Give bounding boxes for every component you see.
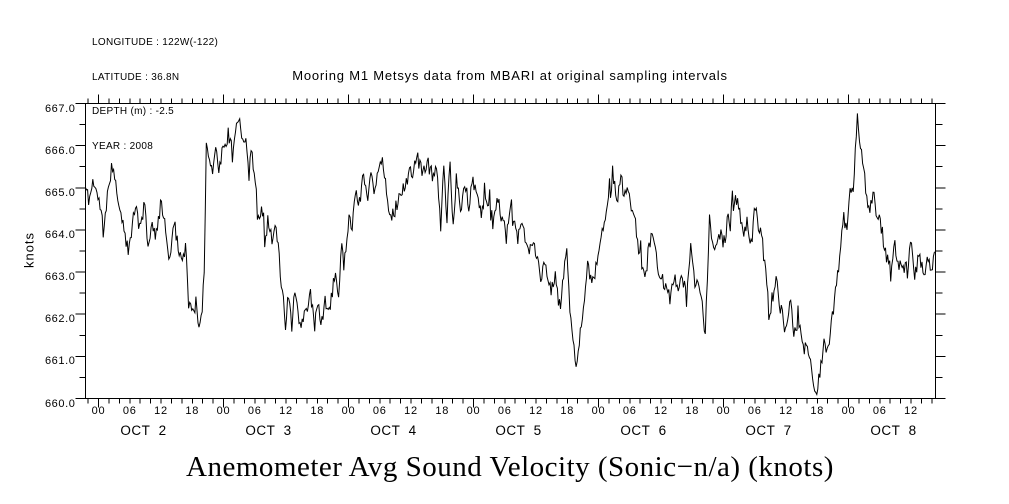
x-hour-label: 00 <box>91 405 106 417</box>
x-hour-label: 00 <box>341 405 356 417</box>
x-hour-label: 06 <box>872 405 887 417</box>
x-day-label: OCT 8 <box>870 423 917 438</box>
metadata-year: YEAR : 2008 <box>92 140 154 152</box>
x-hour-label: 06 <box>497 405 512 417</box>
y-tick-label: 665.0 <box>44 186 76 199</box>
data-line <box>85 113 935 397</box>
metadata-latitude: LATITUDE : 36.8N <box>92 71 180 83</box>
x-hour-label: 06 <box>747 405 762 417</box>
y-tick-label: 660.0 <box>44 397 76 410</box>
metadata-depth: DEPTH (m) : -2.5 <box>92 106 175 117</box>
chart-title: Mooring M1 Metsys data from MBARI at ori… <box>292 68 728 83</box>
x-hour-label: 00 <box>216 405 231 417</box>
x-hour-label: 12 <box>529 405 543 417</box>
axis-ticks <box>75 94 946 408</box>
x-day-label: OCT 2 <box>120 423 167 438</box>
y-tick-label: 661.0 <box>44 355 76 368</box>
x-hour-label: 06 <box>622 405 637 417</box>
x-day-label: OCT 7 <box>745 423 792 438</box>
x-hour-label: 18 <box>560 405 575 417</box>
x-day-label: OCT 5 <box>495 423 542 438</box>
y-tick-label: 664.0 <box>44 228 76 241</box>
x-hour-label: 00 <box>841 405 856 417</box>
x-hour-label: 12 <box>404 405 418 417</box>
x-hour-label: 12 <box>904 405 918 417</box>
y-tick-label: 663.0 <box>44 271 76 284</box>
x-hour-label: 00 <box>591 405 606 417</box>
x-hour-label: 00 <box>466 405 481 417</box>
x-axis-caption: Anemometer Avg Sound Velocity (Sonic−n/a… <box>186 451 834 483</box>
x-hour-label: 12 <box>154 405 168 417</box>
metadata-block: LONGITUDE : 122W(-122) LATITUDE : 36.8N … <box>92 14 218 175</box>
x-day-label: OCT 6 <box>620 423 667 438</box>
x-hour-label: 06 <box>247 405 262 417</box>
metadata-longitude: LONGITUDE : 122W(-122) <box>92 37 219 48</box>
x-hour-label: 18 <box>685 405 700 417</box>
x-hour-label: 12 <box>279 405 293 417</box>
x-hour-label: 18 <box>310 405 325 417</box>
y-tick-label: 666.0 <box>44 144 76 157</box>
x-hour-label: 18 <box>435 405 450 417</box>
x-day-label: OCT 4 <box>370 423 417 438</box>
y-tick-label: 662.0 <box>44 313 76 326</box>
x-hour-label: 12 <box>779 405 793 417</box>
x-hour-label: 18 <box>185 405 200 417</box>
x-hour-label: 00 <box>716 405 731 417</box>
x-hour-label: 06 <box>122 405 137 417</box>
y-tick-label: 667.0 <box>44 102 76 115</box>
x-hour-label: 06 <box>372 405 387 417</box>
x-day-label: OCT 3 <box>245 423 292 438</box>
x-hour-label: 12 <box>654 405 668 417</box>
x-hour-label: 18 <box>810 405 825 417</box>
